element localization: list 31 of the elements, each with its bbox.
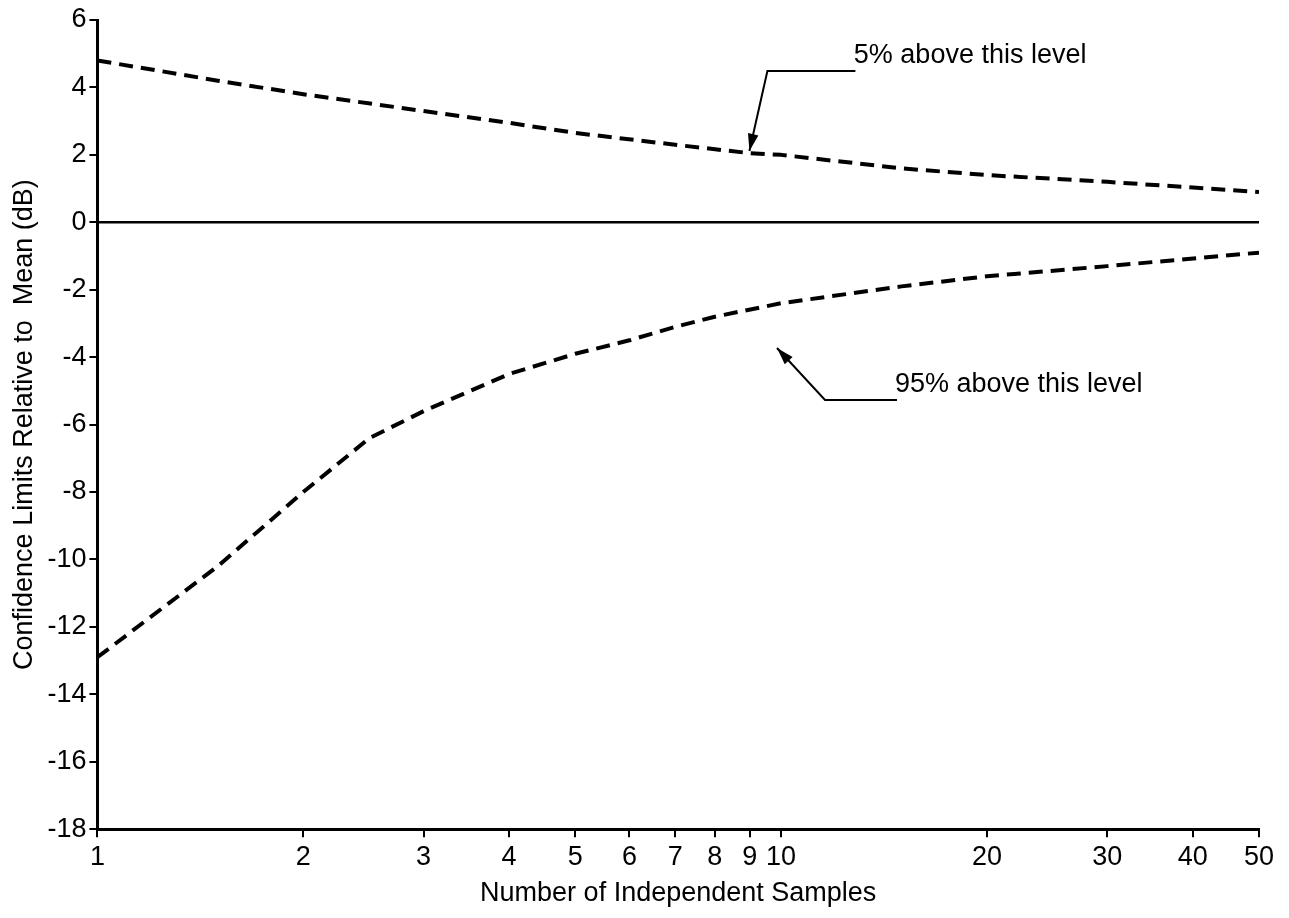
y-tick-label: 0 <box>71 205 87 236</box>
x-tick-label: 5 <box>567 840 583 871</box>
y-tick-label: -2 <box>62 273 87 304</box>
x-tick-label: 20 <box>971 840 1002 871</box>
y-tick-label: -6 <box>62 408 87 439</box>
x-tick-label: 7 <box>667 840 683 871</box>
x-tick-label: 1 <box>89 840 105 871</box>
y-tick-label: 2 <box>71 138 87 169</box>
x-tick-label: 9 <box>742 840 758 871</box>
x-tick-label: 10 <box>766 840 797 871</box>
y-tick-label: 4 <box>71 70 87 101</box>
y-tick-label: -10 <box>47 542 87 573</box>
x-axis-title: Number of Independent Samples <box>480 877 877 908</box>
y-tick-label: -8 <box>62 475 87 506</box>
y-tick-label: -18 <box>47 812 87 843</box>
y-tick-label: -14 <box>47 677 87 708</box>
x-tick-label: 4 <box>501 840 517 871</box>
y-tick-label: -12 <box>47 610 87 641</box>
y-axis-title: Confidence Limits Relative to Mean (dB) <box>7 179 38 670</box>
x-tick-label: 6 <box>621 840 637 871</box>
x-tick-label: 3 <box>416 840 432 871</box>
x-tick-label: 8 <box>707 840 723 871</box>
y-tick-label: -16 <box>47 745 87 776</box>
y-tick-label: 6 <box>71 3 87 34</box>
x-tick-label: 2 <box>295 840 311 871</box>
annotation: 5% above this level <box>853 39 1087 70</box>
y-tick-label: -4 <box>62 340 87 371</box>
x-tick-label: 40 <box>1177 840 1208 871</box>
annotation: 95% above this level <box>894 367 1143 398</box>
x-tick-label: 50 <box>1243 840 1275 871</box>
x-tick-label: 30 <box>1092 840 1123 871</box>
